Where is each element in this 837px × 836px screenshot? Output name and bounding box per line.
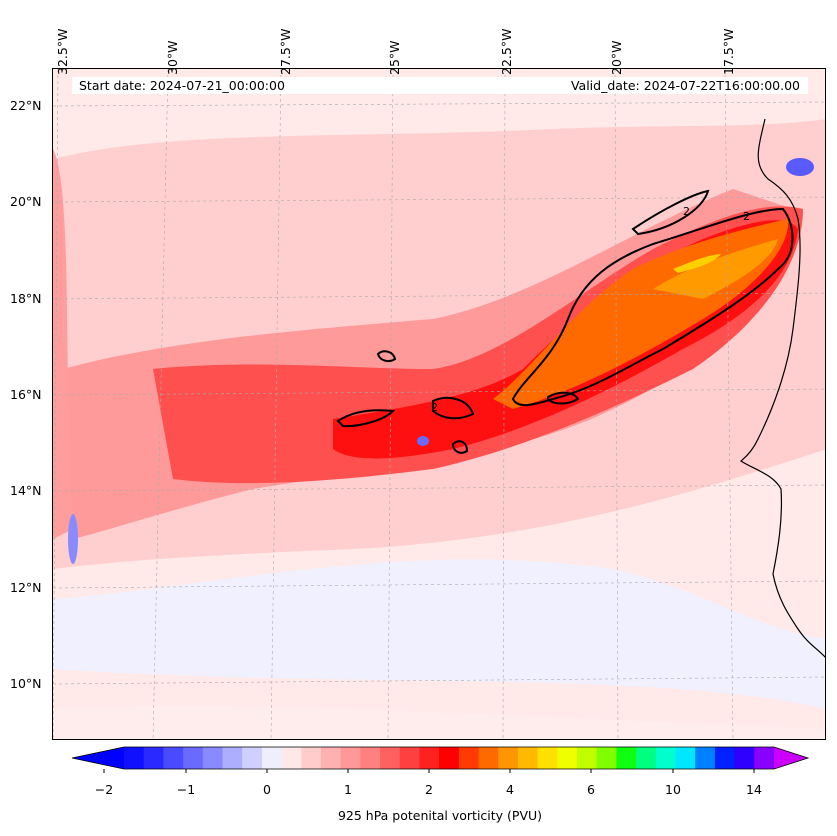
- colorbar-swatch: [517, 747, 539, 769]
- colorbar-tick: 1: [344, 782, 352, 797]
- colorbar-label: 925 hPa potenital vorticity (PVU): [337, 808, 543, 823]
- south-band: [53, 706, 825, 739]
- colorbar-swatch: [340, 747, 361, 769]
- west-africa-coastline: [740, 118, 825, 658]
- colorbar-swatch: [202, 747, 223, 769]
- pv-field-map: 2 2 2: [53, 69, 825, 739]
- colorbar-swatch: [754, 747, 775, 769]
- colorbar-swatch: [655, 747, 677, 769]
- lat-label: 18°N: [10, 291, 42, 306]
- colorbar-swatch: [695, 747, 716, 769]
- lat-label: 22°N: [10, 98, 42, 113]
- colorbar-swatch: [498, 747, 519, 769]
- blue-spot-w: [68, 514, 78, 564]
- colorbar-swatch: [478, 747, 499, 769]
- colorbar-tick: 0: [263, 782, 271, 797]
- colorbar-swatch: [301, 747, 322, 769]
- lon-label: 20°W: [609, 40, 624, 75]
- colorbar-swatch: [380, 747, 401, 769]
- colorbar-swatch: [143, 747, 164, 769]
- colorbar-swatch: [419, 747, 440, 769]
- colorbar-swatch: [616, 747, 637, 769]
- colorbar-swatch: [163, 747, 184, 769]
- blue-spot-ne: [786, 158, 814, 176]
- lon-label: 22.5°W: [499, 28, 514, 75]
- valid-date: Valid_date: 2024-07-22T16:00:00.00: [570, 78, 800, 93]
- lat-label: 20°N: [10, 194, 42, 209]
- colorbar-swatch: [675, 747, 696, 769]
- date-info-bar: Start date: 2024-07-21_00:00:00 Valid_da…: [72, 77, 808, 94]
- colorbar-swatch: [261, 747, 283, 769]
- contour-label-c: 2: [431, 401, 438, 414]
- colorbar-swatch: [596, 747, 617, 769]
- colorbar-swatch: [281, 747, 302, 769]
- lat-label: 16°N: [10, 387, 42, 402]
- colorbar-tick: 2: [425, 782, 433, 797]
- colorbar-under-arrow: [72, 747, 124, 769]
- contour-label-ne: 2: [683, 205, 690, 218]
- pv-core-yellow-orange: [653, 239, 778, 299]
- colorbar-tick: 4: [506, 782, 514, 797]
- colorbar-swatch: [242, 747, 263, 769]
- pv-peak: [673, 254, 721, 273]
- colorbar-swatch: [222, 747, 243, 769]
- contour-label-e: 2: [743, 210, 750, 223]
- west-edge-band: [53, 149, 73, 539]
- start-date: Start date: 2024-07-21_00:00:00: [79, 78, 285, 93]
- blue-spot-c: [417, 436, 429, 446]
- lat-label: 12°N: [10, 580, 42, 595]
- colorbar-outline: [71, 746, 810, 770]
- colorbar-swatch: [636, 747, 657, 769]
- colorbar-swatch: [537, 747, 558, 769]
- colorbar-swatch: [360, 747, 381, 769]
- colorbar-swatch: [183, 747, 204, 769]
- low-pv-band: [53, 559, 825, 709]
- lat-label: 14°N: [10, 483, 42, 498]
- colorbar-tick: 6: [587, 782, 595, 797]
- colorbar-swatch: [734, 747, 755, 769]
- pv2-contour: [336, 189, 794, 454]
- colorbar-swatch: [320, 747, 342, 769]
- colorbar-swatch: [124, 747, 145, 769]
- colorbar-swatch: [714, 747, 736, 769]
- colorbar-swatch: [458, 747, 480, 769]
- colorbar-tick: 10: [665, 782, 681, 797]
- colorbar-tick: −2: [94, 782, 114, 797]
- colorbar-swatch: [577, 747, 598, 769]
- colorbar-tick: −1: [176, 782, 196, 797]
- colorbar-swatch: [557, 747, 578, 769]
- lon-label: 27.5°W: [278, 28, 293, 75]
- lat-label: 10°N: [10, 676, 42, 691]
- colorbar-over-arrow: [774, 747, 808, 769]
- lon-label: 17.5°W: [721, 28, 736, 75]
- lon-label: 25°W: [387, 40, 402, 75]
- gridlines: [53, 69, 825, 739]
- colorbar-swatch: [399, 747, 420, 769]
- map-panel: 2 2 2: [52, 68, 826, 740]
- colorbar-swatch: [439, 747, 460, 769]
- lon-label: 32.5°W: [55, 28, 70, 75]
- lon-label: 30°W: [165, 40, 180, 75]
- colorbar-tick: 14: [746, 782, 762, 797]
